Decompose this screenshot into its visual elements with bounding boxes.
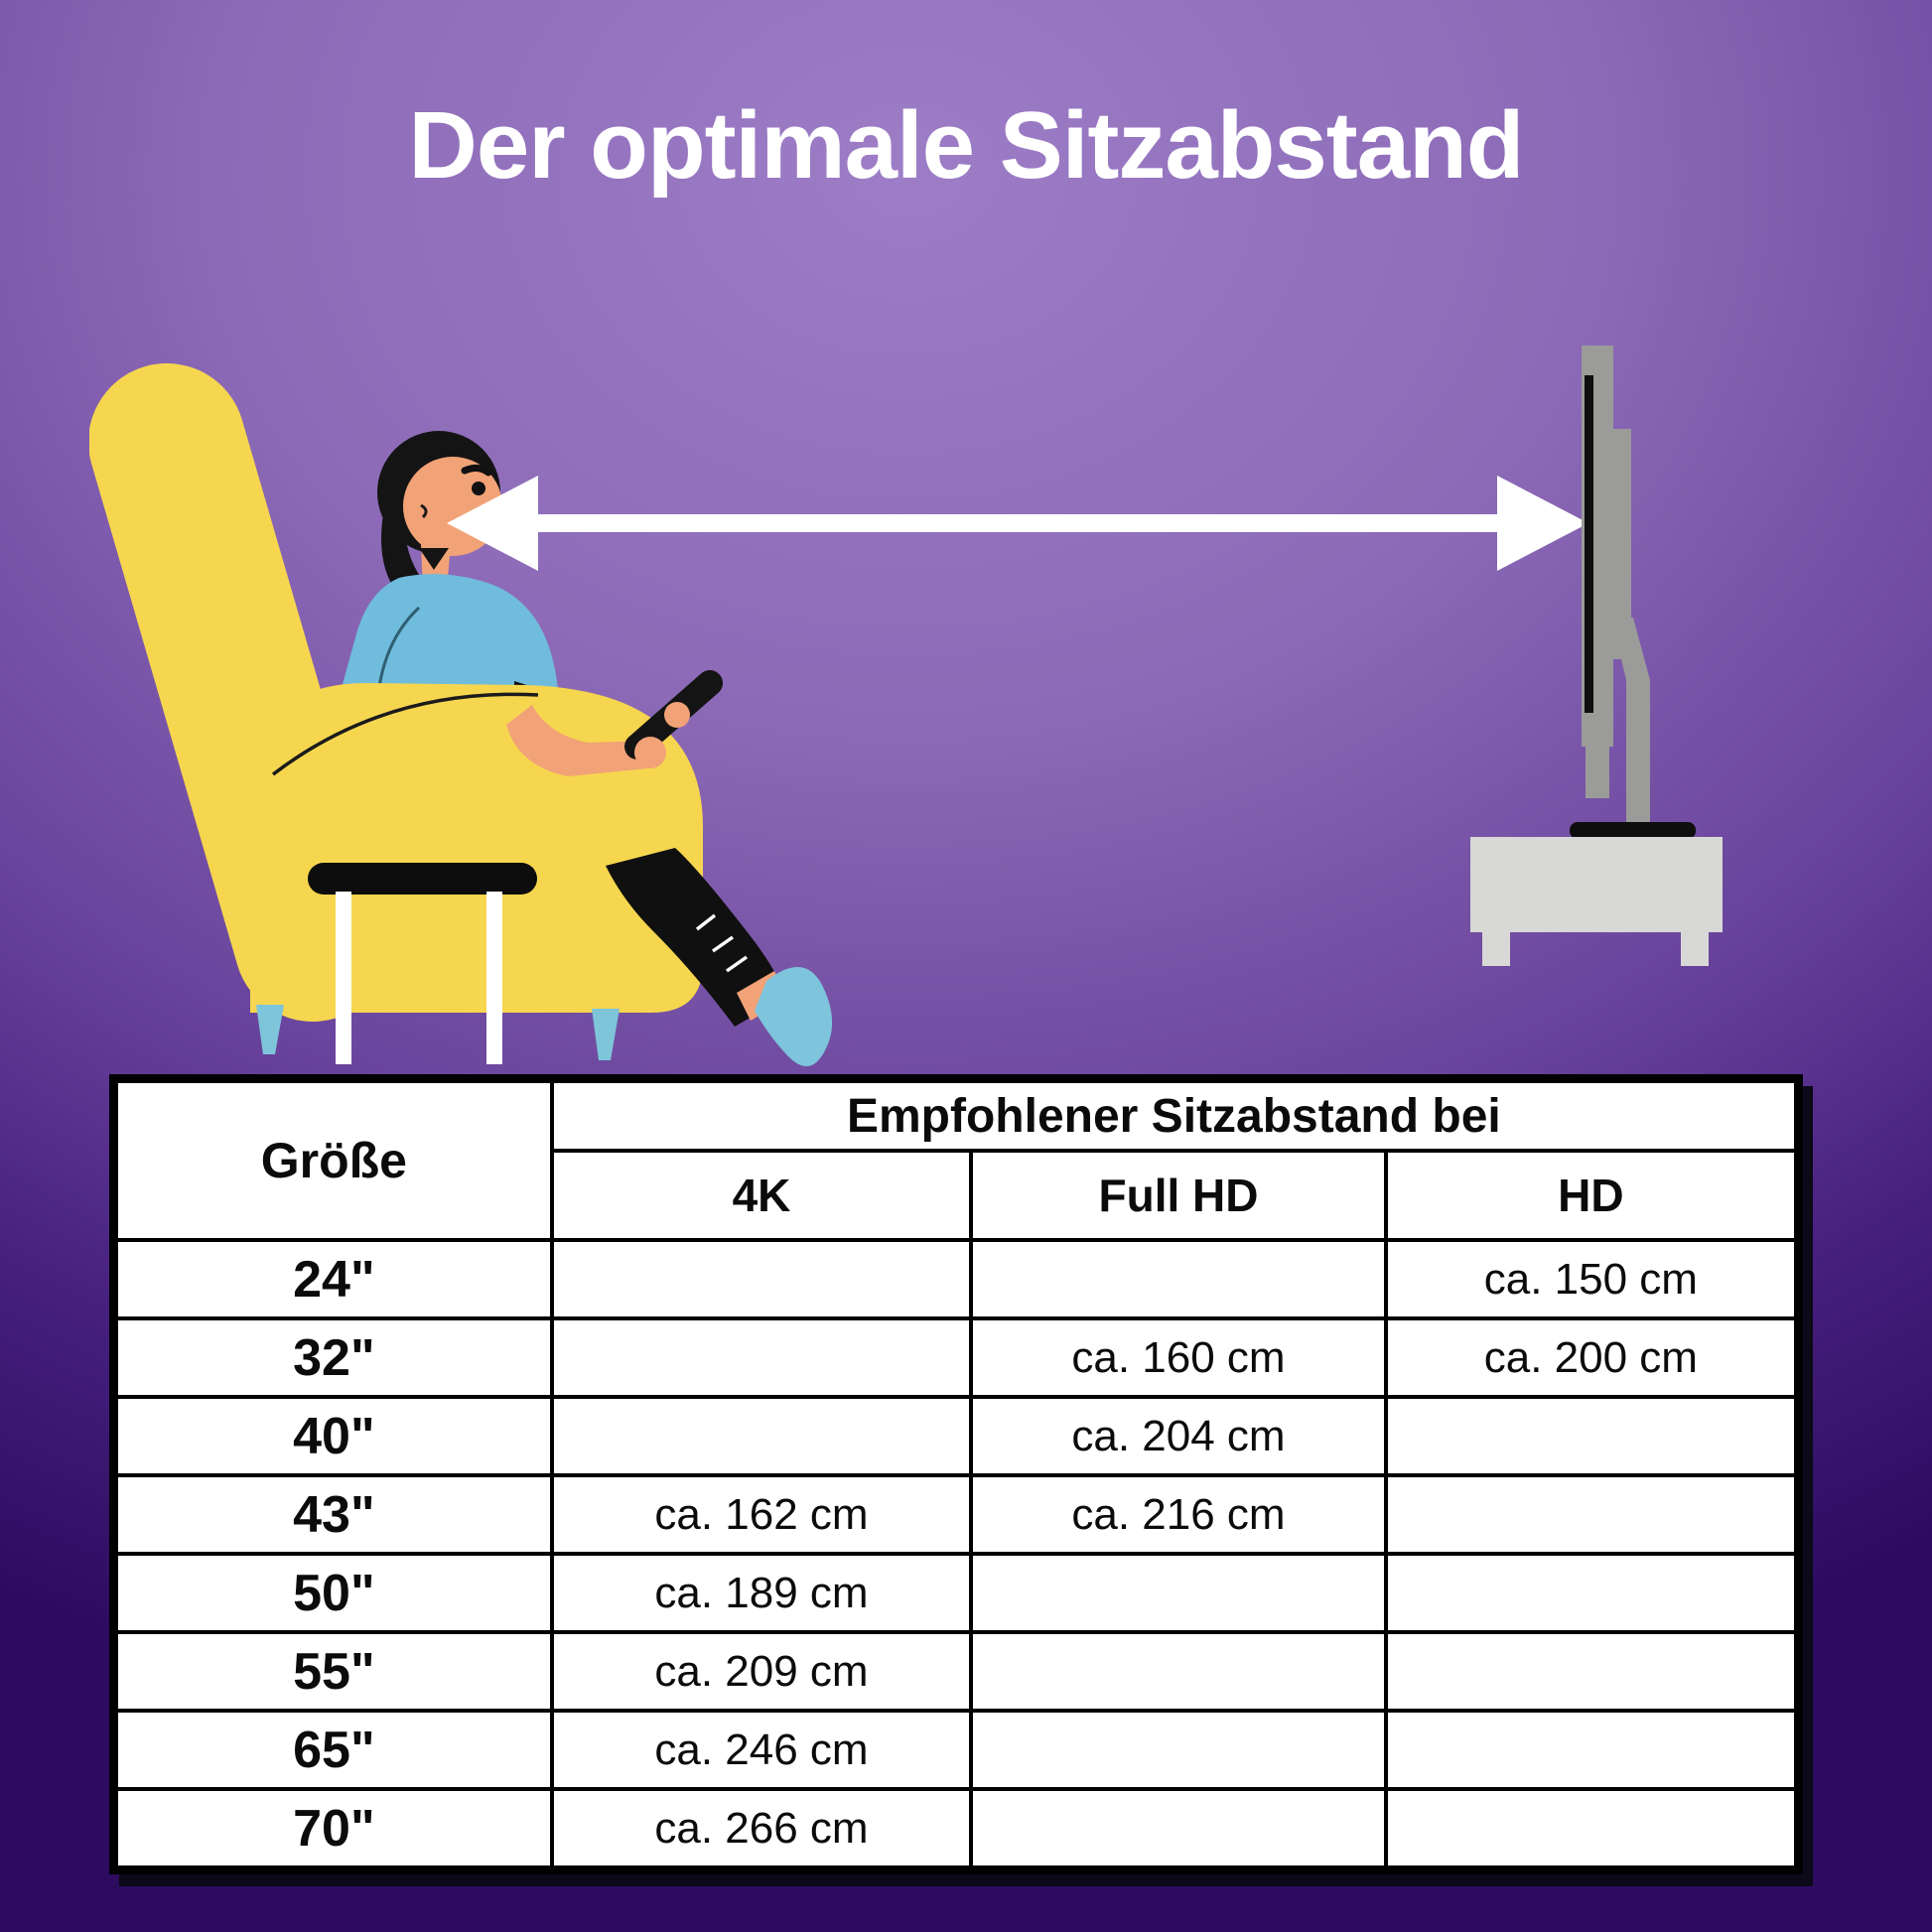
distance-fullhd-cell: ca. 216 cm xyxy=(969,1473,1388,1556)
sitzabstand-table: Größe Empfohlener Sitzabstand bei 4K Ful… xyxy=(109,1074,1803,1874)
table-row: 32" ca. 160 cm ca. 200 cm xyxy=(111,1316,1801,1399)
distance-hd-cell xyxy=(1383,1709,1801,1791)
distance-4k-cell: ca. 266 cm xyxy=(549,1787,974,1872)
distance-4k-cell: ca. 209 cm xyxy=(549,1630,974,1713)
col-header-4k: 4K xyxy=(549,1149,974,1242)
size-cell: 32" xyxy=(111,1316,554,1399)
distance-4k-cell: ca. 246 cm xyxy=(549,1709,974,1791)
size-cell: 24" xyxy=(111,1238,554,1320)
distance-hd-cell xyxy=(1383,1552,1801,1634)
table-row: 24" ca. 150 cm xyxy=(111,1238,1801,1320)
hand xyxy=(664,702,690,728)
tray-leg xyxy=(486,892,502,1064)
distance-hd-cell: ca. 150 cm xyxy=(1383,1238,1801,1320)
cabinet-leg xyxy=(1681,932,1709,966)
distance-4k-cell xyxy=(549,1316,974,1399)
armchair-leg xyxy=(256,1005,284,1054)
distance-fullhd-cell xyxy=(969,1552,1388,1634)
cabinet-leg xyxy=(1482,932,1510,966)
person-leg xyxy=(606,848,833,1066)
distance-fullhd-cell xyxy=(969,1238,1388,1320)
table-row: 43" ca. 162 cm ca. 216 cm xyxy=(111,1473,1801,1556)
distance-4k-cell xyxy=(549,1238,974,1320)
size-cell: 50" xyxy=(111,1552,554,1634)
arrow-shaft xyxy=(532,514,1505,532)
size-cell: 55" xyxy=(111,1630,554,1713)
distance-4k-cell: ca. 189 cm xyxy=(549,1552,974,1634)
distance-fullhd-cell: ca. 204 cm xyxy=(969,1395,1388,1477)
distance-fullhd-cell xyxy=(969,1787,1388,1872)
arrowhead-right xyxy=(1497,476,1588,571)
size-cell: 43" xyxy=(111,1473,554,1556)
tv-base xyxy=(1570,822,1696,839)
distance-4k-cell: ca. 162 cm xyxy=(549,1473,974,1556)
seat-crease xyxy=(271,692,539,776)
size-cell: 65" xyxy=(111,1709,554,1791)
tv-cabinet xyxy=(1470,837,1723,932)
tv-back-panel xyxy=(1611,429,1631,659)
distance-fullhd-cell xyxy=(969,1630,1388,1713)
distance-arrow-icon xyxy=(447,476,1588,571)
size-cell: 40" xyxy=(111,1395,554,1477)
size-column-header: Größe xyxy=(111,1076,554,1242)
table-row: 55" ca. 209 cm xyxy=(111,1630,1801,1713)
distance-fullhd-cell: ca. 160 cm xyxy=(969,1316,1388,1399)
size-cell: 70" xyxy=(111,1787,554,1872)
distance-hd-cell xyxy=(1383,1787,1801,1872)
distance-4k-cell xyxy=(549,1395,974,1477)
table-subheader-row: 4K Full HD HD xyxy=(114,1149,1801,1242)
tray-leg xyxy=(336,892,351,1064)
table-header-row: Größe Empfohlener Sitzabstand bei xyxy=(111,1076,1801,1242)
table-row: 50" ca. 189 cm xyxy=(111,1552,1801,1634)
table-row: 40" ca. 204 cm xyxy=(111,1395,1801,1477)
tv-side-view-illustration xyxy=(1470,345,1723,966)
eye xyxy=(472,482,485,495)
page-title: Der optimale Sitzabstand xyxy=(408,92,1525,199)
arrowhead-left xyxy=(447,476,538,571)
distance-hd-cell xyxy=(1383,1630,1801,1713)
distance-fullhd-cell xyxy=(969,1709,1388,1791)
person-arm xyxy=(506,670,723,776)
span-header: Empfohlener Sitzabstand bei xyxy=(549,1076,1801,1153)
tv-panel-tab xyxy=(1586,745,1609,798)
tv-screen-edge xyxy=(1585,375,1593,713)
tv-stand-pole xyxy=(1611,618,1650,826)
armchair-leg xyxy=(592,1009,620,1060)
distance-hd-cell xyxy=(1383,1395,1801,1477)
hand xyxy=(634,737,666,768)
eyebrow xyxy=(461,464,492,477)
pants xyxy=(606,848,786,1027)
table-row: 70" ca. 266 cm xyxy=(111,1787,1801,1872)
person-on-armchair-illustration xyxy=(89,363,833,1066)
sock xyxy=(755,966,833,1066)
col-header-fullhd: Full HD xyxy=(969,1149,1388,1242)
distance-table: Größe Empfohlener Sitzabstand bei 4K Ful… xyxy=(109,1074,1803,1874)
distance-hd-cell xyxy=(1383,1473,1801,1556)
table-row: 65" ca. 246 cm xyxy=(111,1709,1801,1791)
distance-hd-cell: ca. 200 cm xyxy=(1383,1316,1801,1399)
col-header-hd: HD xyxy=(1383,1149,1801,1242)
